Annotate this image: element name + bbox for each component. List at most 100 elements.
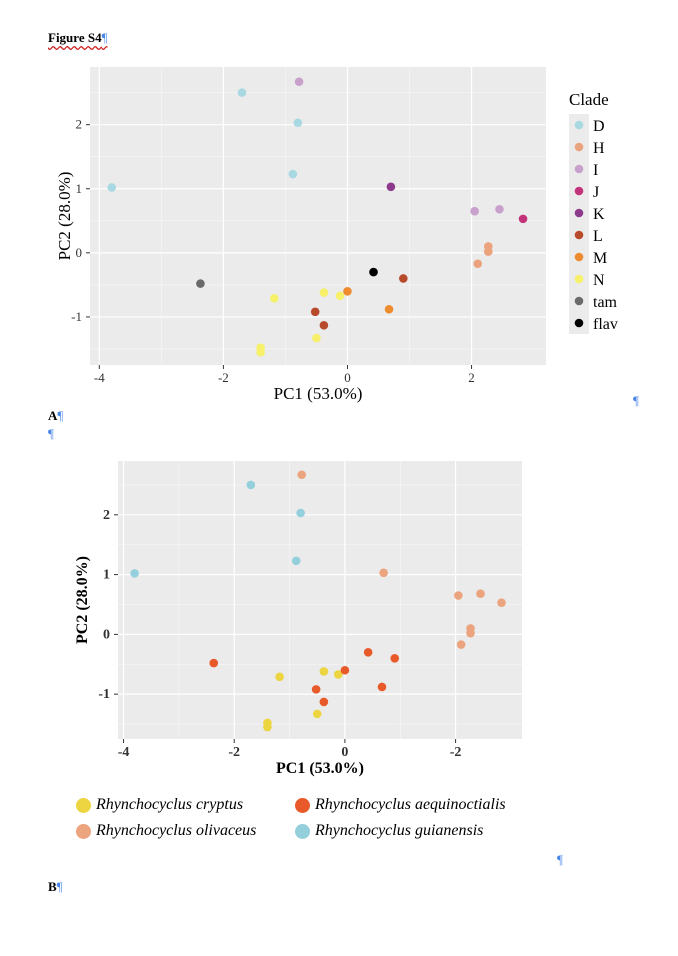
- pca-chart-a: -4 -2 0 2 -1 0 1 2 PC1 (53.0%) PC2 (28.0%) Clade DH…: [55, 67, 618, 403]
- x-tick-label: 0: [341, 745, 348, 760]
- x-tick-label: -2: [450, 745, 462, 760]
- x-tick-label: 0: [344, 370, 351, 385]
- data-point: [256, 347, 265, 357]
- legend-label: H: [593, 140, 605, 157]
- figure-title-text: Figure S4: [48, 30, 102, 45]
- figure-title: Figure S4¶: [48, 30, 107, 46]
- legend-label: K: [593, 206, 605, 223]
- data-point: [310, 307, 320, 317]
- legend-label: N: [593, 272, 605, 289]
- data-point: [263, 722, 272, 732]
- data-point: [288, 169, 298, 179]
- data-point: [312, 333, 321, 343]
- x-tick-label: -2: [228, 745, 240, 760]
- data-point: [484, 247, 493, 256]
- y-tick-label: 2: [103, 508, 110, 523]
- y-tick-label: 1: [103, 568, 110, 583]
- data-point: [269, 294, 279, 303]
- y-tick-label: 0: [76, 245, 83, 260]
- panel-b-label-text: B: [48, 879, 57, 894]
- data-point: [497, 598, 506, 607]
- data-point: [319, 697, 329, 707]
- legend-label: Rhynchocyclus cryptus: [96, 796, 244, 813]
- y-axis-label: PC2 (28.0%): [74, 556, 91, 644]
- data-point: [333, 670, 343, 679]
- pilcrow-mark: ¶: [557, 852, 563, 867]
- y-tick-label: 2: [76, 117, 83, 132]
- data-point: [237, 88, 247, 97]
- legend-label: flav: [593, 316, 618, 333]
- data-point: [454, 591, 463, 600]
- legend-item: Rhynchocyclus guianensis: [295, 822, 483, 840]
- legend-label: I: [593, 162, 598, 179]
- data-point: [275, 672, 284, 682]
- legend-label: J: [593, 184, 599, 201]
- panel-a-label-text: A: [48, 408, 58, 423]
- data-point: [297, 470, 307, 480]
- legend-item: Rhynchocyclus cryptus: [76, 796, 243, 814]
- legend-label: Rhynchocyclus olivaceus: [96, 822, 257, 839]
- pilcrow-mark: ¶: [57, 408, 64, 423]
- legend-swatch: [574, 186, 584, 196]
- legend-swatch: [574, 164, 584, 174]
- data-point: [384, 304, 394, 314]
- legend-swatch: [574, 274, 584, 284]
- pca-chart-b: -4 -2 0 -2 -1 0 1 2 PC1 (53.0%) PC2 (28.0%): [74, 461, 522, 777]
- pilcrow-mark: ¶: [48, 426, 54, 441]
- x-tick-label: 2: [468, 370, 475, 385]
- legend-swatch: [76, 823, 91, 839]
- data-point: [130, 569, 139, 578]
- pilcrow-mark: ¶: [101, 30, 108, 45]
- data-point: [319, 288, 329, 297]
- data-point: [335, 291, 345, 301]
- data-point: [466, 628, 475, 638]
- legend-label: Rhynchocyclus guianensis: [315, 822, 484, 839]
- data-point: [319, 320, 329, 330]
- y-tick-label: 1: [76, 181, 83, 196]
- data-point: [196, 279, 205, 288]
- data-point: [379, 568, 388, 578]
- data-point: [312, 709, 322, 719]
- legend-swatch: [574, 296, 584, 306]
- y-tick-label: -1: [98, 687, 110, 702]
- legend-swatch: [295, 823, 310, 839]
- y-tick-label: -1: [71, 309, 82, 324]
- data-point: [291, 556, 301, 566]
- legend-title: Clade: [569, 90, 609, 109]
- data-point: [495, 204, 504, 214]
- data-point: [456, 640, 466, 649]
- legend-swatch: [574, 252, 584, 262]
- x-tick-label: -4: [118, 745, 130, 760]
- legend-label: L: [593, 228, 603, 245]
- data-point: [246, 480, 256, 490]
- data-point: [390, 653, 400, 663]
- x-tick-label: -4: [94, 370, 105, 385]
- data-point: [293, 118, 303, 128]
- data-point: [209, 658, 219, 668]
- legend-swatch: [574, 142, 584, 152]
- data-point: [399, 274, 408, 283]
- legend-label: tam: [593, 294, 618, 311]
- legend-item: Rhynchocyclus aequinoctialis: [295, 796, 506, 814]
- legend-swatch: [574, 208, 584, 218]
- data-point: [294, 77, 304, 87]
- plot-panel: [90, 67, 546, 365]
- legend-swatch: [574, 318, 584, 328]
- data-point: [363, 648, 373, 657]
- legend-swatch: [76, 797, 91, 813]
- data-point: [296, 508, 305, 518]
- data-point: [340, 665, 350, 675]
- pilcrow-mark: ¶: [633, 393, 639, 408]
- legend-label: Rhynchocyclus aequinoctialis: [315, 796, 506, 813]
- y-axis-label: PC2 (28.0%): [55, 172, 74, 261]
- x-axis-label: PC1 (53.0%): [276, 760, 364, 777]
- data-point: [476, 589, 485, 599]
- data-point: [343, 287, 352, 296]
- data-point: [518, 214, 528, 224]
- data-point: [107, 183, 117, 192]
- x-tick-label: -2: [218, 370, 229, 385]
- x-axis-label: PC1 (53.0%): [274, 384, 363, 403]
- legend-label: M: [593, 250, 607, 267]
- legend-item: Rhynchocyclus olivaceus: [76, 822, 256, 840]
- plot-panel: [118, 461, 522, 739]
